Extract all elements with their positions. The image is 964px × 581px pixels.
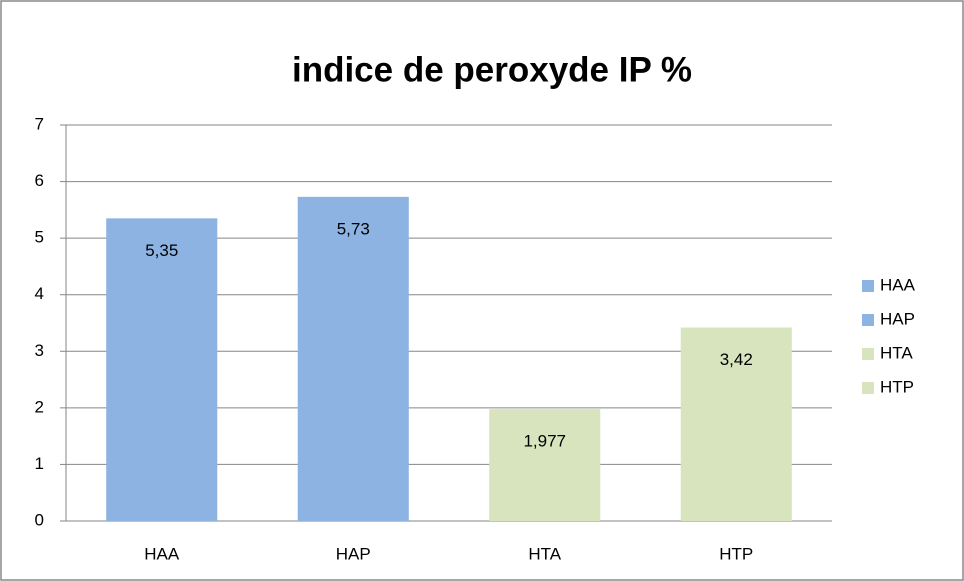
y-tick-label: 4 — [35, 284, 44, 303]
y-tick-label: 3 — [35, 341, 44, 360]
legend-label: HAA — [880, 275, 916, 294]
y-tick-label: 7 — [35, 114, 44, 133]
legend-label: HTP — [880, 377, 914, 396]
data-label: 5,73 — [337, 219, 370, 238]
y-tick-label: 2 — [35, 397, 44, 416]
y-tick-label: 6 — [35, 171, 44, 190]
y-tick-label: 1 — [35, 454, 44, 473]
legend-swatch — [862, 348, 874, 360]
y-tick-label: 5 — [35, 228, 44, 247]
bar — [489, 409, 601, 521]
legend-swatch — [862, 314, 874, 326]
chart-title: indice de peroxyde IP % — [292, 50, 692, 89]
legend-label: HTA — [880, 343, 913, 362]
legend-label: HAP — [880, 309, 915, 328]
data-label: 3,42 — [720, 350, 753, 369]
y-tick-label: 0 — [35, 510, 44, 529]
x-tick-label: HAA — [144, 544, 180, 563]
x-tick-label: HTA — [528, 544, 561, 563]
x-tick-label: HAP — [336, 544, 371, 563]
bar — [297, 196, 409, 522]
x-tick-label: HTP — [719, 544, 753, 563]
legend-swatch — [862, 382, 874, 394]
bar — [680, 327, 792, 521]
data-label: 5,35 — [145, 241, 178, 260]
data-label: 1,977 — [523, 432, 566, 451]
bar — [106, 218, 218, 522]
legend-swatch — [862, 280, 874, 292]
